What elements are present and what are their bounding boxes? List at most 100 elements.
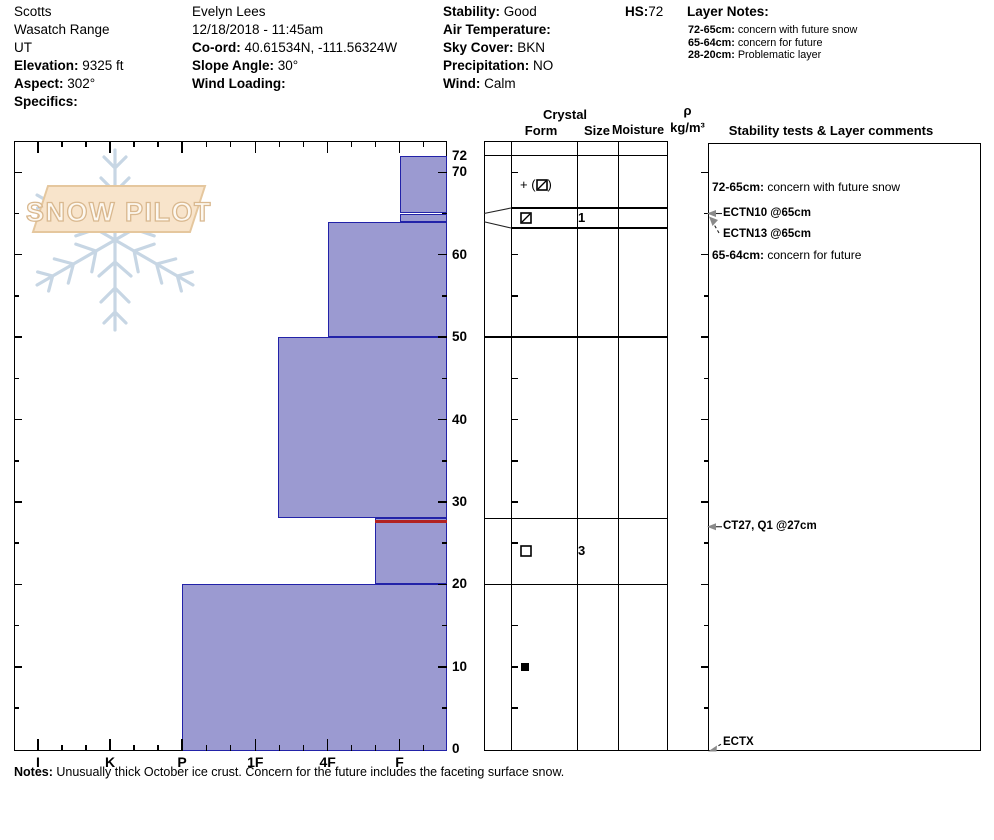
header-col3-line: Stability: Good [443, 4, 537, 19]
hardness-minor-tick [85, 745, 87, 751]
depth-left-tick [14, 212, 19, 215]
depth-right-tick [442, 542, 447, 544]
depth-right-tick [438, 418, 447, 421]
hardness-minor-tick [230, 141, 232, 147]
stability-test-label: CT27, Q1 @27cm [723, 519, 817, 532]
depth-comments-tick [701, 253, 708, 256]
stability-test-label: ECTX [723, 735, 754, 748]
hardness-minor-tick [230, 745, 232, 751]
total-height-hs: HS:72 [625, 4, 664, 19]
depth-left-tick [14, 542, 19, 544]
depth-form-tick [511, 624, 518, 627]
depth-right-tick [442, 460, 447, 462]
depth-left-tick [14, 460, 19, 462]
depth-comments-tick [704, 707, 708, 709]
hardness-axis-label: K [104, 754, 116, 770]
snow-layer-bar [182, 584, 447, 751]
depth-right-tick [438, 336, 447, 338]
depth-axis-label: 0 [452, 741, 460, 757]
depth-right-tick [442, 624, 447, 627]
hardness-minor-tick [302, 745, 305, 751]
hardness-major-tick [37, 739, 39, 751]
hardness-major-tick [326, 141, 329, 153]
hardness-minor-tick [302, 141, 305, 147]
hardness-major-tick [326, 739, 329, 751]
layer-note-item: 65-64cm: concern for future [688, 36, 823, 49]
hardness-minor-tick [205, 745, 208, 751]
hardness-minor-tick [61, 745, 63, 751]
hardness-axis-label: F [395, 754, 404, 770]
table-vline [667, 141, 669, 751]
depth-comments-tick [701, 501, 708, 503]
snowflake-icon [27, 148, 203, 332]
faceted-crystal-icon [520, 545, 532, 558]
depth-form-tick [511, 171, 518, 174]
density-rho-header: ρ [683, 103, 692, 118]
table-row-line [484, 583, 669, 586]
depth-comments-tick [701, 666, 708, 668]
hardness-axis-label: P [177, 754, 187, 770]
hardness-major-tick [398, 141, 401, 153]
depth-comments-tick [701, 418, 708, 421]
depth-left-tick [14, 171, 22, 174]
header-col2-line: Evelyn Lees [192, 4, 266, 19]
depth-form-tick [511, 501, 518, 503]
watermark-banner [31, 185, 207, 233]
depth-left-tick [14, 707, 19, 709]
layer-comment-note: 72-65cm: concern with future snow [712, 180, 901, 195]
comments-top-line [708, 143, 982, 145]
depth-right-tick [438, 666, 447, 668]
annotation-line [483, 207, 512, 215]
header-col3-line: Precipitation: NO [443, 58, 554, 73]
problematic-layer-line [375, 519, 447, 523]
depth-form-tick [511, 377, 518, 380]
header-col2-line: 12/18/2018 - 11:45am [192, 22, 324, 37]
depth-right-tick [442, 295, 447, 297]
hardness-minor-tick [61, 141, 63, 147]
hardness-major-tick [181, 739, 183, 751]
snow-layer-bar [278, 337, 447, 519]
notes-text: Unusually thick October ice crust. Conce… [52, 765, 565, 779]
hardness-major-tick [37, 141, 39, 153]
depth-form-tick [511, 253, 518, 256]
annotation-line [711, 220, 720, 234]
depth-right-tick [442, 377, 447, 380]
hardness-minor-tick [423, 141, 425, 147]
pit-notes: Notes: Unusually thick October ice crust… [14, 765, 564, 779]
depth-left-tick [14, 295, 19, 297]
hardness-minor-tick [423, 745, 425, 751]
hardness-minor-tick [85, 141, 87, 147]
header-col2-line: Wind Loading: [192, 76, 286, 91]
header-col2-line: Slope Angle: 30° [192, 58, 299, 73]
crystal-form-symbol [520, 659, 530, 675]
depth-right-tick [442, 707, 447, 709]
hardness-minor-tick [157, 745, 159, 751]
snow-layer-bar [327, 221, 447, 338]
layer-note-item: 28-20cm: Problematic layer [688, 49, 822, 61]
hardness-minor-tick [278, 141, 281, 147]
depth-axis-label: 70 [452, 164, 468, 180]
depth-left-tick [14, 666, 22, 668]
size-header: Size [583, 123, 610, 138]
table-vline [708, 143, 710, 751]
layer-comment-note: 65-64cm: concern for future [712, 247, 862, 262]
depth-left-tick [14, 624, 19, 627]
depth-form-tick [511, 295, 518, 297]
crystal-header: Crystal [542, 107, 588, 122]
depth-left-tick [14, 253, 22, 256]
depth-form-tick [511, 542, 518, 544]
hardness-minor-tick [133, 745, 135, 751]
table-top-line [484, 141, 669, 143]
hardness-axis-label: 4F [319, 754, 336, 770]
hardness-axis-label: 1F [247, 754, 264, 770]
table-row-line [484, 517, 669, 520]
depth-form-tick [511, 460, 518, 462]
hardness-minor-tick [133, 141, 135, 147]
hardness-minor-tick [157, 141, 159, 147]
depth-right-tick [442, 212, 447, 215]
depth-left-tick [14, 377, 19, 380]
table-bottom-line [484, 749, 982, 751]
table-vline [511, 141, 513, 751]
precip-particles-icon: + [520, 177, 528, 193]
depth-axis-label: 40 [452, 411, 468, 427]
